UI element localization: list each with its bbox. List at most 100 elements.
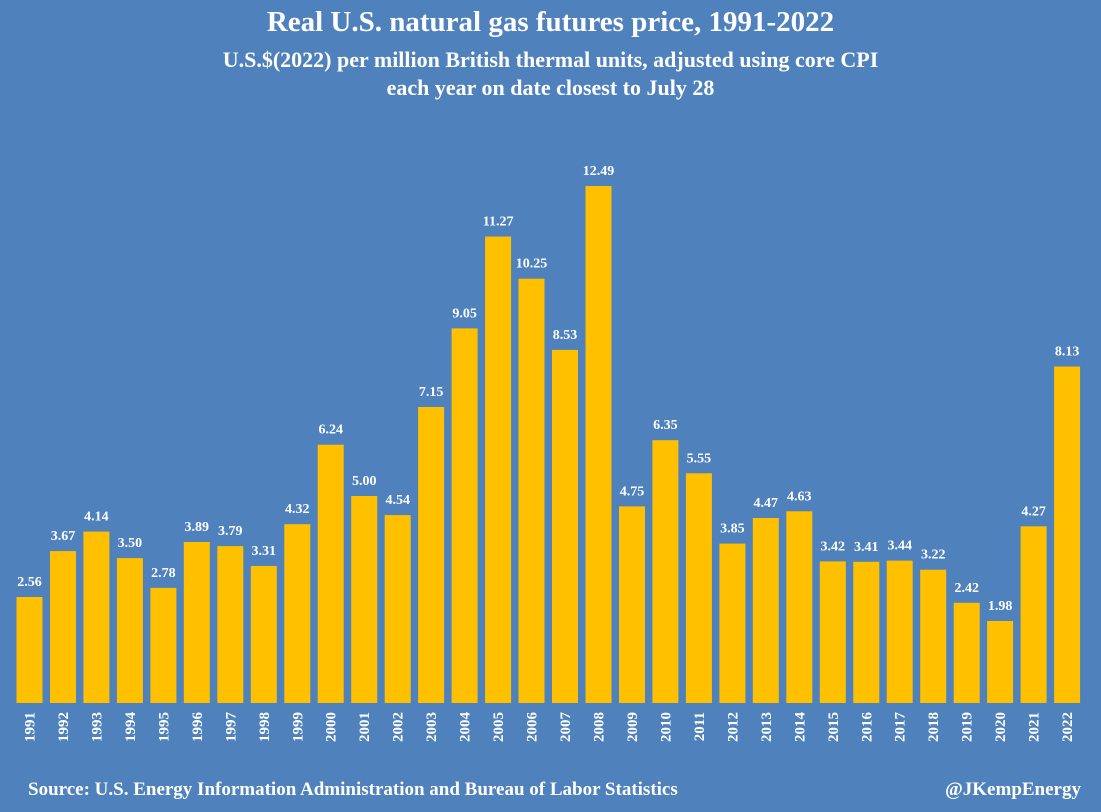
x-tick-2008: 2008: [592, 712, 608, 742]
x-tick-2019: 2019: [960, 712, 976, 742]
bar-1995: [150, 587, 177, 703]
x-tick-1991: 1991: [23, 712, 39, 742]
bar-1997: [217, 546, 244, 703]
data-label-2015: 3.42: [821, 539, 846, 554]
x-tick-2000: 2000: [324, 712, 340, 742]
x-tick-2004: 2004: [458, 712, 474, 743]
data-label-1998: 3.31: [252, 544, 277, 559]
data-label-1994: 3.50: [118, 536, 143, 551]
bar-2009: [619, 506, 645, 703]
x-tick-1993: 1993: [89, 712, 105, 742]
x-tick-2012: 2012: [725, 712, 741, 742]
x-tick-1996: 1996: [190, 712, 206, 743]
x-tick-2009: 2009: [625, 712, 641, 742]
data-label-2005: 11.27: [483, 215, 514, 230]
x-tick-1999: 1999: [290, 712, 306, 742]
chart-subtitle-line2: each year on date closest to July 28: [386, 75, 715, 100]
data-label-2002: 4.54: [385, 493, 410, 508]
x-tick-2011: 2011: [692, 712, 708, 741]
data-label-1995: 2.78: [151, 566, 176, 581]
data-label-2018: 3.22: [921, 548, 946, 563]
bar-1998: [250, 566, 277, 703]
x-tick-1994: 1994: [123, 712, 139, 743]
x-tick-2013: 2013: [759, 712, 775, 742]
bar-2006: [518, 278, 545, 703]
x-tick-2021: 2021: [1027, 712, 1043, 742]
data-label-2010: 6.35: [653, 418, 678, 433]
bar-1994: [116, 558, 143, 703]
x-tick-2007: 2007: [558, 712, 574, 743]
bar-2012: [719, 543, 746, 703]
data-label-2004: 9.05: [452, 306, 477, 321]
bar-series: [16, 186, 1081, 703]
data-label-2013: 4.47: [754, 496, 779, 511]
data-label-2021: 4.27: [1021, 504, 1046, 519]
x-tick-2005: 2005: [491, 712, 507, 742]
x-tick-2018: 2018: [926, 712, 942, 742]
data-label-2001: 5.00: [352, 474, 377, 489]
data-label-2007: 8.53: [553, 328, 578, 343]
bar-2022: [1054, 366, 1081, 703]
bar-2014: [786, 511, 813, 703]
bar-2020: [987, 621, 1014, 703]
bar-2019: [953, 602, 980, 703]
bar-2013: [752, 518, 779, 703]
bar-2021: [1020, 526, 1047, 703]
data-label-2006: 10.25: [516, 257, 548, 272]
data-label-1996: 3.89: [185, 520, 210, 535]
data-labels: 2.56 3.67 4.14 3.50 2.78 3.89 3.79 3.31 4.32 6.24…: [17, 164, 1079, 614]
bar-2003: [418, 407, 445, 703]
bar-2017: [886, 560, 913, 703]
data-label-2012: 3.85: [720, 522, 745, 537]
x-tick-2002: 2002: [391, 712, 407, 742]
chart-title: Real U.S. natural gas futures price, 199…: [266, 6, 835, 38]
bar-2007: [552, 349, 578, 703]
bar-2016: [853, 561, 880, 703]
bar-1992: [50, 551, 76, 703]
bar-2000: [317, 444, 344, 703]
bar-2008: [585, 186, 612, 703]
x-tick-2014: 2014: [792, 712, 808, 743]
x-tick-2015: 2015: [826, 712, 842, 742]
data-label-2009: 4.75: [620, 484, 645, 499]
data-label-2000: 6.24: [318, 423, 343, 438]
author-handle: @JKempEnergy: [945, 779, 1081, 800]
data-label-2022: 8.13: [1055, 345, 1080, 360]
x-axis-tick-labels: 1991 1992 1993 1994 1995 1996 1997 1998 1999 2000…: [23, 712, 1077, 743]
bar-1993: [83, 531, 110, 703]
data-label-2011: 5.55: [687, 451, 712, 466]
bar-2005: [485, 236, 512, 703]
x-tick-1998: 1998: [257, 712, 273, 742]
x-tick-2022: 2022: [1060, 712, 1076, 742]
data-label-1993: 4.14: [84, 510, 109, 525]
x-tick-2001: 2001: [357, 712, 373, 742]
x-tick-1997: 1997: [223, 712, 239, 743]
x-tick-2020: 2020: [993, 712, 1009, 742]
x-tick-2003: 2003: [424, 712, 440, 742]
bar-1996: [183, 542, 210, 703]
x-tick-2016: 2016: [859, 712, 875, 743]
x-tick-1992: 1992: [56, 712, 72, 742]
bar-2015: [819, 561, 846, 703]
data-label-2014: 4.63: [787, 489, 812, 504]
x-tick-2017: 2017: [893, 712, 909, 743]
data-label-1992: 3.67: [51, 529, 76, 544]
bar-2018: [920, 569, 947, 703]
data-label-2020: 1.98: [988, 599, 1013, 614]
data-label-2008: 12.49: [583, 164, 615, 179]
data-label-1991: 2.56: [17, 575, 42, 590]
data-label-2019: 2.42: [954, 581, 979, 596]
x-tick-1995: 1995: [156, 712, 172, 742]
chart-subtitle-line1: U.S.$(2022) per million British thermal …: [222, 47, 879, 72]
bar-2004: [451, 328, 478, 703]
bar-1991: [16, 597, 43, 703]
data-label-1999: 4.32: [285, 502, 310, 517]
data-label-2003: 7.15: [419, 385, 444, 400]
bar-2001: [351, 496, 378, 703]
bar-2010: [652, 440, 679, 703]
bar-1999: [284, 524, 311, 703]
data-label-1997: 3.79: [218, 524, 243, 539]
x-tick-2010: 2010: [658, 712, 674, 742]
